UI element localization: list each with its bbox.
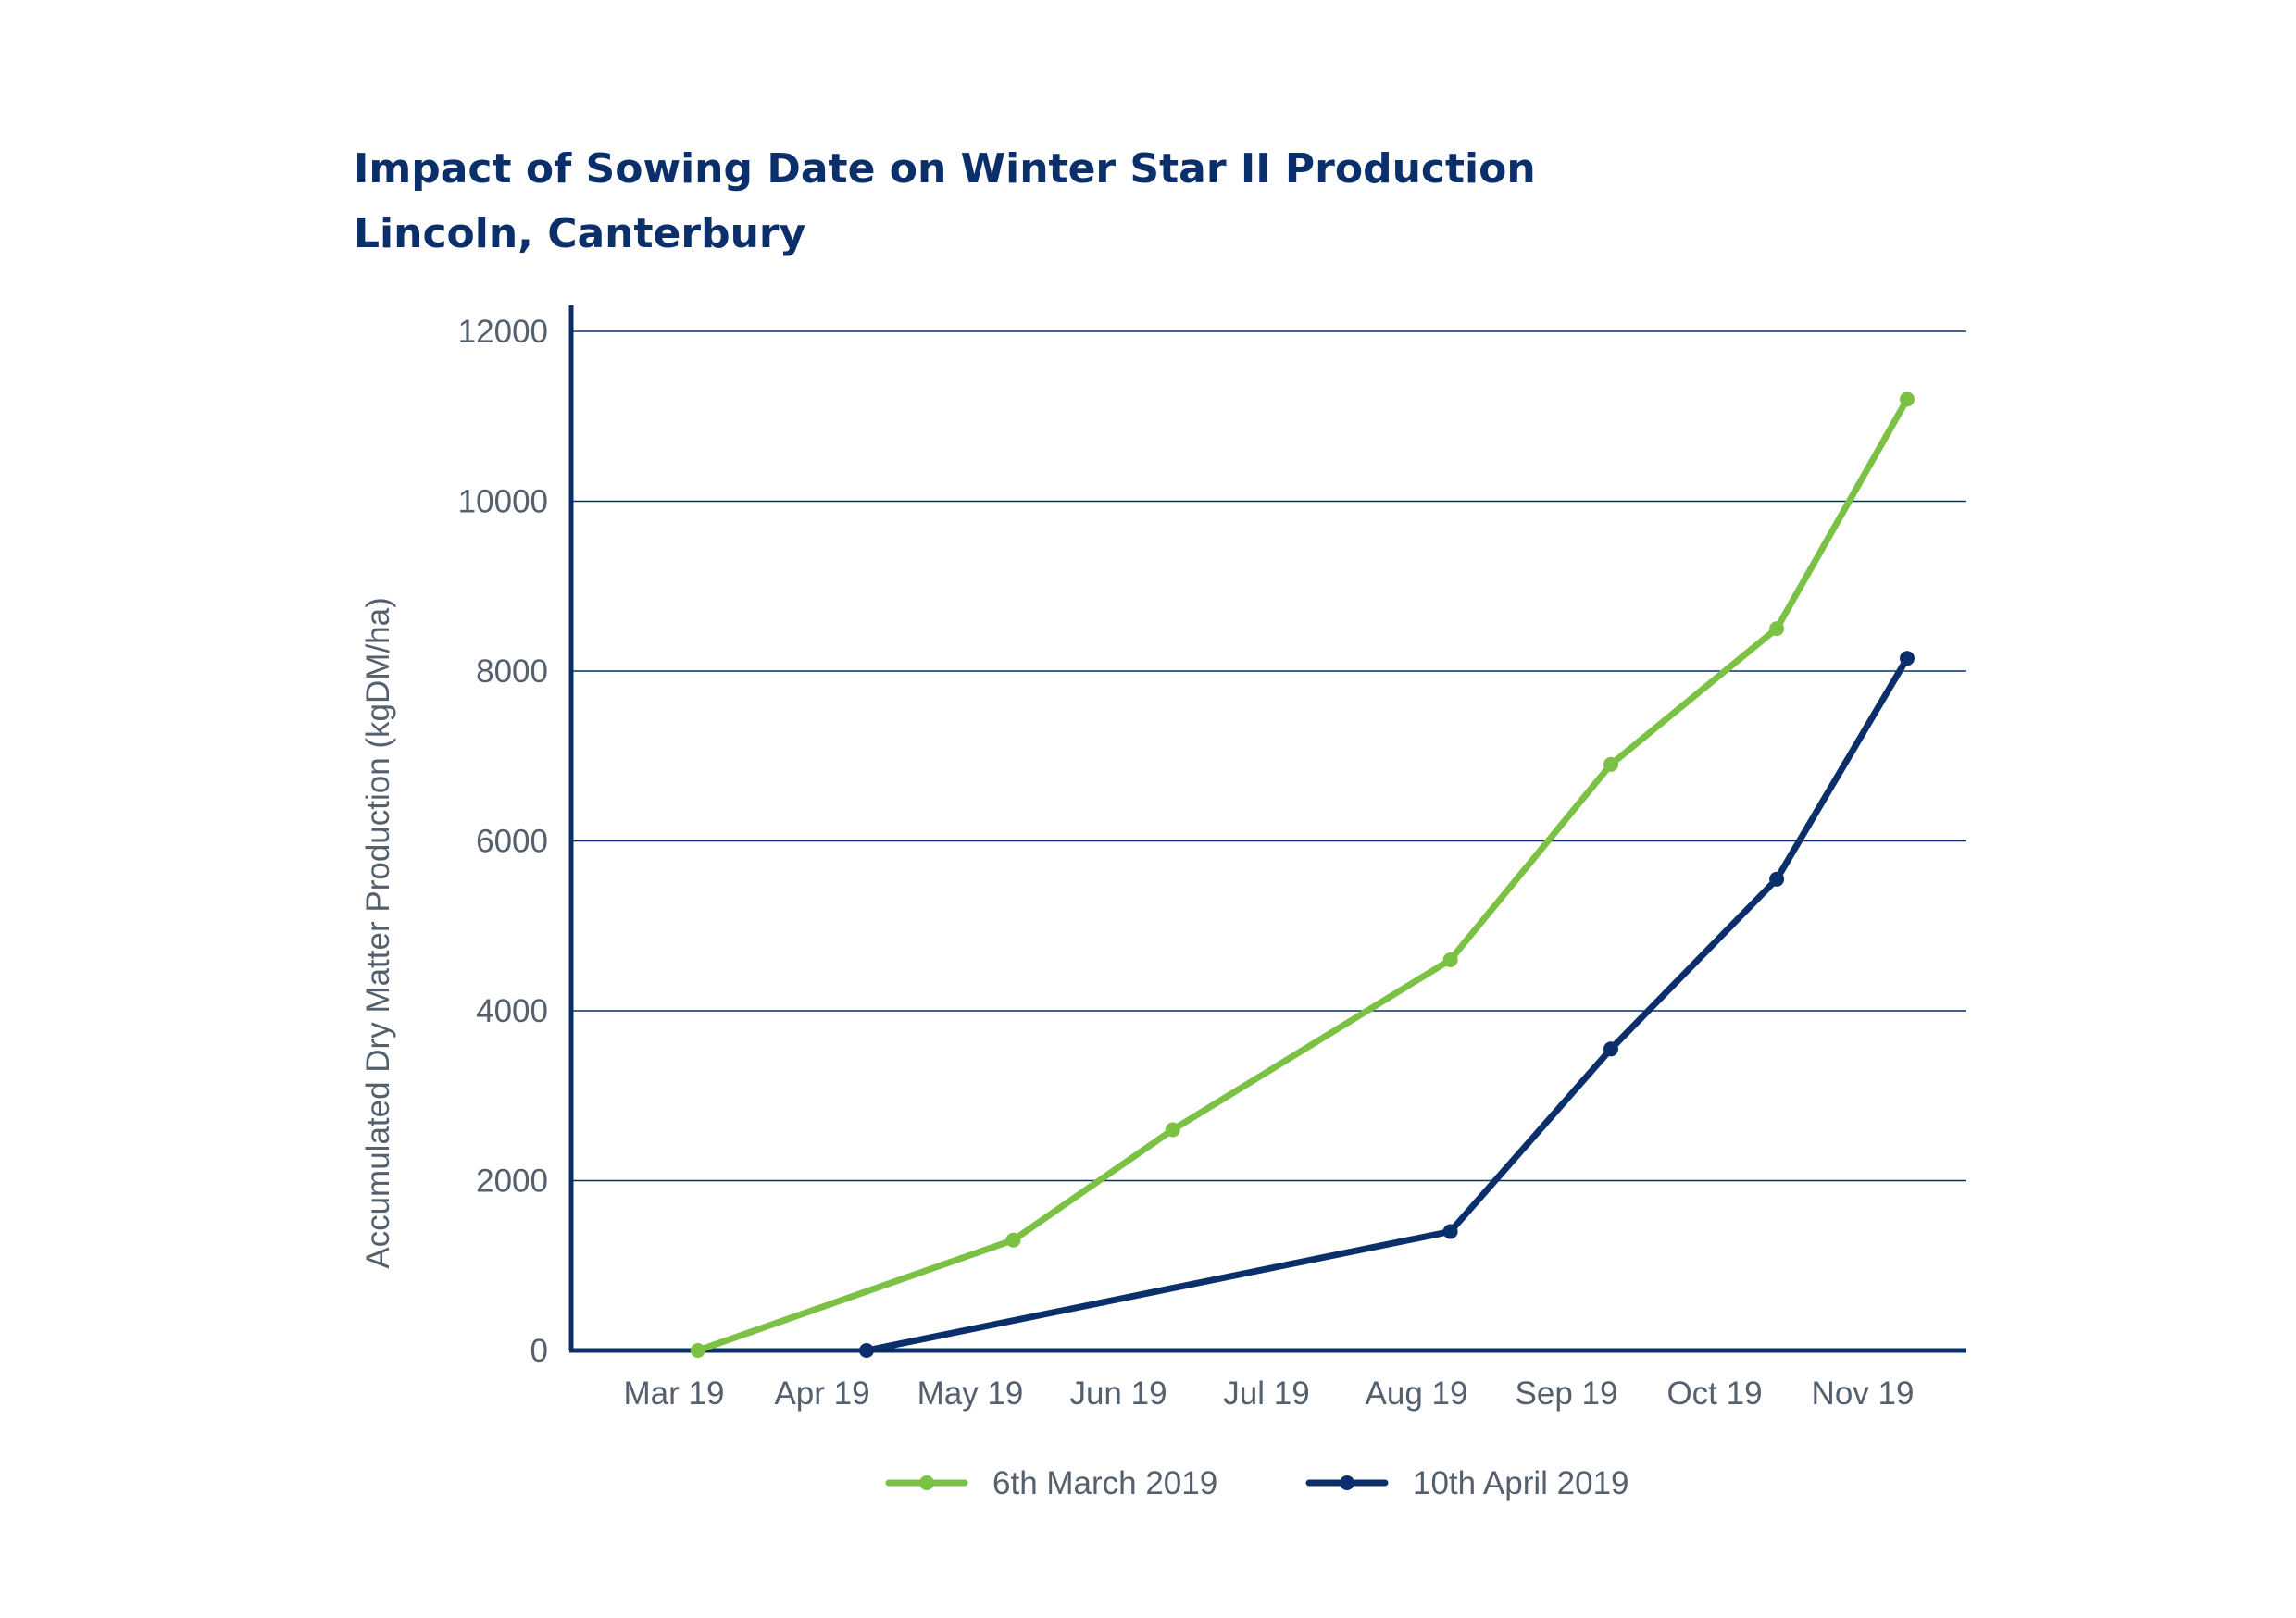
y-tick-label: 2000 (476, 1164, 548, 1200)
chart-title: Impact of Sowing Date on Winter Star II … (354, 145, 1536, 193)
series-line (694, 395, 1911, 1354)
data-point (1769, 621, 1785, 637)
y-tick-label: 12000 (458, 314, 548, 350)
data-point (1900, 651, 1915, 666)
x-tick-label: Nov 19 (1812, 1375, 1915, 1412)
x-tick-label: Mar 19 (624, 1375, 725, 1412)
x-tick-label: May 19 (917, 1375, 1024, 1412)
gridlines (571, 330, 1966, 1182)
data-point (1603, 756, 1618, 772)
x-tick-label: Oct 19 (1666, 1375, 1762, 1412)
series-1 (690, 392, 1915, 1358)
data-point (1769, 871, 1785, 887)
legend: 6th March 2019 10th April 2019 (885, 1465, 1629, 1501)
data-point (859, 1343, 874, 1358)
x-tick-label: Jul 19 (1223, 1375, 1309, 1412)
data-point (1165, 1122, 1180, 1138)
chart-subtitle: Lincoln, Canterbury (354, 210, 806, 257)
data-point (1900, 392, 1915, 407)
data-point (1005, 1232, 1021, 1248)
legend-swatch-point (1340, 1475, 1354, 1490)
data-point (1442, 1224, 1458, 1239)
data-point (690, 1343, 705, 1358)
legend-item: 6th March 2019 (885, 1465, 1217, 1501)
x-tick-label: Jun 19 (1069, 1375, 1167, 1412)
y-tick-label: 8000 (476, 653, 548, 690)
series-2 (859, 651, 1915, 1358)
legend-label: 10th April 2019 (1413, 1465, 1629, 1501)
data-point (1442, 952, 1458, 967)
legend-item: 10th April 2019 (1305, 1465, 1629, 1501)
y-tick-label: 4000 (476, 993, 548, 1029)
y-tick-label: 6000 (476, 824, 548, 860)
series-layer (690, 392, 1915, 1358)
chart-title-block: Impact of Sowing Date on Winter Star II … (354, 137, 1536, 267)
x-tick-label: Apr 19 (774, 1375, 869, 1412)
x-tick-label: Aug 19 (1366, 1375, 1468, 1412)
data-point (1603, 1041, 1618, 1057)
x-tick-labels: Mar 19 Apr 19 May 19 Jun 19 Jul 19 Aug 19 Sep … (624, 1375, 1915, 1412)
x-tick-label: Sep 19 (1516, 1375, 1618, 1412)
series-line (863, 654, 1911, 1354)
legend-swatch-point (919, 1475, 934, 1490)
y-tick-label: 10000 (458, 484, 548, 520)
legend-label: 6th March 2019 (992, 1465, 1217, 1501)
y-axis-label: Accumulated Dry Matter Production (kgDM/… (360, 597, 396, 1269)
y-tick-label: 0 (530, 1333, 548, 1369)
y-tick-labels: 0 2000 4000 6000 8000 10000 12000 (458, 314, 548, 1369)
